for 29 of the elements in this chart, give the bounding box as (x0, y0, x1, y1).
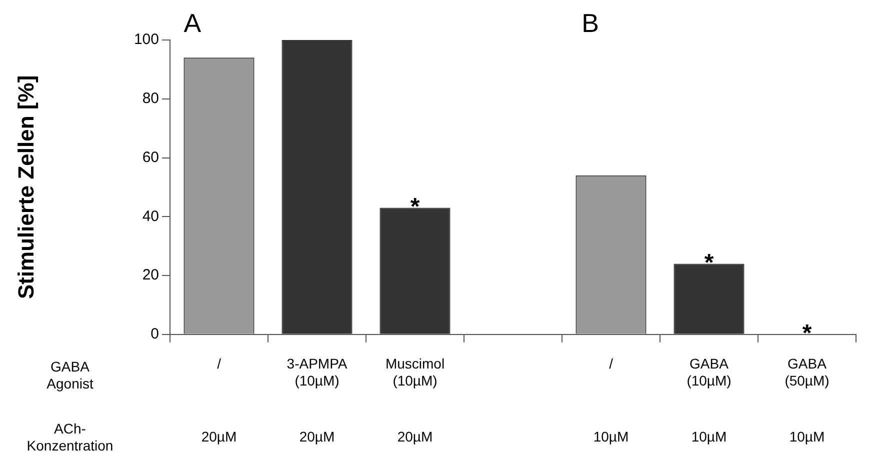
y-tick-label: 40 (142, 208, 159, 225)
text: 10µM (691, 428, 727, 444)
text: ACh- Konzentration (26, 420, 114, 454)
text: 20µM (397, 428, 433, 444)
x-tick-label: Muscimol (10µM) (385, 356, 445, 388)
y-tick-label: 20 (142, 266, 159, 284)
x-tick-label: / (217, 356, 222, 372)
x-tick-label: / (609, 356, 614, 372)
y-axis-title: Stimulierte Zellen [%] (13, 75, 38, 300)
bar (282, 40, 352, 334)
text: 10µM (789, 428, 825, 444)
x-tick-label: GABA (10µM) (686, 356, 732, 388)
annotation: * (704, 249, 714, 276)
text: 10µM (593, 428, 629, 444)
text: 20µM (201, 428, 237, 444)
text: GABA Agonist (46, 358, 94, 392)
y-tick-label: 60 (142, 148, 159, 166)
bar (674, 264, 744, 334)
annotation: * (410, 193, 420, 220)
bar (380, 208, 450, 334)
x-tick-label: 3-APMPA (10µM) (286, 356, 348, 388)
text: B (582, 8, 599, 38)
annotation: * (802, 320, 812, 348)
y-tick-label: 100 (134, 31, 159, 48)
text: A (184, 8, 202, 38)
text: 20µM (299, 428, 335, 444)
y-tick-label: 0 (150, 326, 159, 343)
y-tick-label: 80 (142, 90, 159, 108)
x-tick-label: GABA (50µM) (784, 356, 830, 388)
